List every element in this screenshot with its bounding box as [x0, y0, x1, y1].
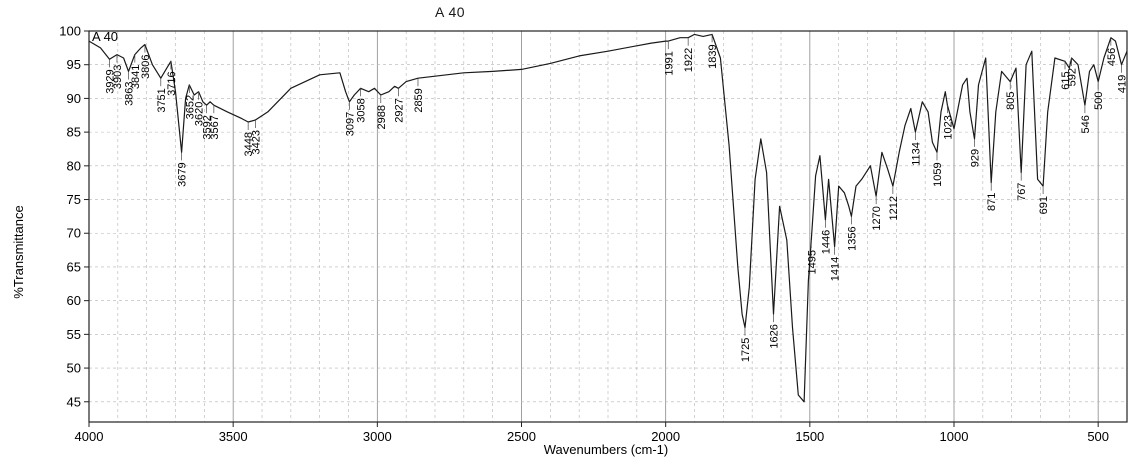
peak-label: 3058: [356, 98, 368, 122]
x-tick-label: 500: [1087, 429, 1109, 444]
peak-label: 2988: [376, 105, 388, 129]
peak-label: 767: [1016, 183, 1028, 201]
peak-label: 1270: [871, 206, 883, 230]
peak-label: 592: [1067, 68, 1079, 86]
y-tick-label: 85: [67, 125, 81, 140]
peak-label: 615: [1060, 71, 1072, 89]
peak-label: 2927: [393, 98, 405, 122]
peak-label: 3567: [209, 115, 221, 139]
peak-label: 1991: [663, 51, 675, 75]
peak-label: 3929: [104, 69, 116, 93]
y-tick-label: 70: [67, 226, 81, 241]
peak-label: 3841: [130, 65, 142, 89]
peak-label: 1134: [910, 142, 922, 166]
y-axis-label: %Transmittance: [11, 205, 26, 298]
peak-label: 1495: [806, 250, 818, 274]
y-tick-label: 65: [67, 259, 81, 274]
y-tick-label: 60: [67, 293, 81, 308]
peak-label: 3097: [344, 112, 356, 136]
y-axis-ticks: 45 50 55 60 65 70 75 80 85 90 95 100: [59, 24, 89, 409]
peak-label: 1023: [942, 115, 954, 139]
grid: [89, 30, 1127, 422]
peak-label: 3806: [140, 54, 152, 78]
peak-label: 871: [986, 193, 998, 211]
x-tick-label: 4000: [75, 429, 104, 444]
x-tick-label: 2000: [651, 429, 680, 444]
peak-label: 3620: [194, 102, 206, 126]
x-axis-ticks: 4000 3500 3000 2500 2000 1500 1000 500: [75, 422, 1109, 444]
peak-label: 1922: [683, 48, 695, 72]
peak-label: 1212: [888, 196, 900, 220]
x-tick-label: 1500: [795, 429, 824, 444]
spectrum-line: [88, 33, 1128, 403]
y-tick-label: 80: [67, 158, 81, 173]
chart-title: A 40: [434, 4, 466, 20]
peak-label: 3751: [156, 88, 168, 112]
x-tick-label: 2500: [507, 429, 536, 444]
peak-label: 3448: [243, 132, 255, 156]
peak-label: 1414: [830, 257, 842, 281]
y-tick-label: 100: [59, 24, 81, 39]
peak-label: 1626: [769, 324, 781, 348]
peak-label: 456: [1106, 48, 1118, 66]
peak-label: 1839: [707, 44, 719, 68]
y-tick-label: 90: [67, 91, 81, 106]
peak-label: 419: [1117, 75, 1129, 93]
x-tick-label: 3000: [363, 429, 392, 444]
peak-label: 1446: [820, 230, 832, 254]
y-tick-label: 95: [67, 57, 81, 72]
peak-label: 929: [969, 149, 981, 167]
peak-label: 2859: [413, 88, 425, 112]
peak-label: 691: [1038, 196, 1050, 214]
peak-label: 1725: [740, 338, 752, 362]
x-tick-label: 3500: [219, 429, 248, 444]
peak-label: 3592: [202, 115, 214, 139]
y-tick-label: 75: [67, 192, 81, 207]
peak-label: 3679: [177, 162, 189, 186]
x-axis-label: Wavenumbers (cm-1): [544, 442, 668, 457]
inner-label: A 40: [92, 29, 118, 44]
peak-label: 3863: [124, 81, 136, 105]
peak-label: 546: [1080, 115, 1092, 133]
peak-label: 3716: [166, 71, 178, 95]
x-tick-label: 1000: [940, 429, 969, 444]
peak-label: 1059: [932, 162, 944, 186]
peak-label: 3903: [112, 65, 124, 89]
peak-label: 500: [1093, 92, 1105, 110]
peak-label: 1356: [846, 226, 858, 250]
y-tick-label: 50: [67, 361, 81, 376]
peak-label: 3652: [184, 95, 196, 119]
y-tick-label: 45: [67, 394, 81, 409]
plot-frame: [88, 30, 1128, 423]
peak-label: 805: [1005, 92, 1017, 110]
peak-label: 3423: [250, 130, 262, 154]
y-tick-label: 55: [67, 327, 81, 342]
